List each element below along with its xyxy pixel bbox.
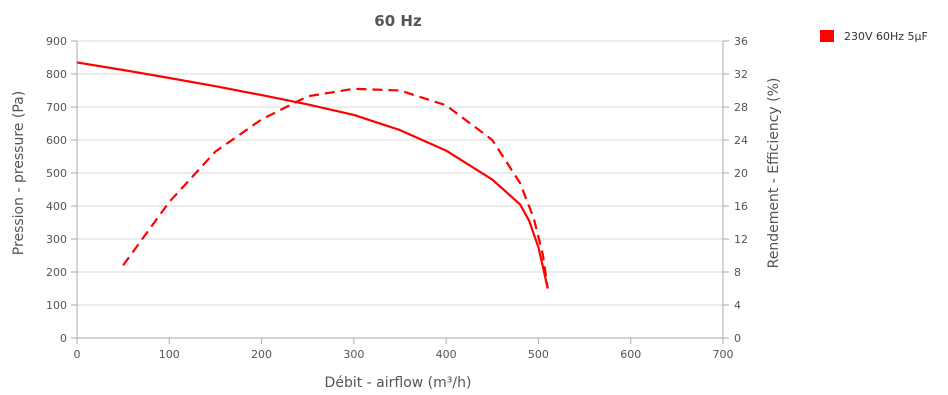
y2-tick-label: 12 [734, 233, 748, 246]
y2-tick-label: 24 [734, 134, 748, 147]
y-tick-label: 100 [46, 299, 67, 312]
x-tick-label: 700 [713, 348, 734, 361]
y-tick-label: 300 [46, 233, 67, 246]
legend-swatch [820, 30, 834, 42]
series-layer [76, 61, 549, 289]
y-tick-label: 600 [46, 134, 67, 147]
x-tick-label: 500 [528, 348, 549, 361]
x-tick-label: 0 [74, 348, 81, 361]
y2-tick-label: 36 [734, 35, 748, 48]
x-tick-label: 400 [436, 348, 457, 361]
x-tick-label: 600 [620, 348, 641, 361]
y2-tick-label: 20 [734, 167, 748, 180]
x-tick-label: 100 [159, 348, 180, 361]
y-axis-title: Pression - pressure (Pa) [11, 91, 27, 255]
legend-label: 230V 60Hz 5µF [844, 30, 928, 43]
y-tick-label: 800 [46, 68, 67, 81]
y2-tick-label: 16 [734, 200, 748, 213]
y-tick-label: 700 [46, 101, 67, 114]
y-tick-label: 400 [46, 200, 67, 213]
y2-tick-label: 4 [734, 299, 741, 312]
y2-tick-label: 0 [734, 332, 741, 345]
efficiency-curve [122, 87, 549, 289]
y-tick-label: 200 [46, 266, 67, 279]
y2-axis-title: Rendement - Efficiency (%) [766, 78, 782, 269]
x-tick-label: 300 [343, 348, 364, 361]
grid-lines [77, 40, 723, 306]
x-tick-label: 200 [251, 348, 272, 361]
x-axis-title: Débit - airflow (m³/h) [325, 375, 472, 391]
chart-title: 60 Hz [374, 12, 422, 30]
y-tick-label: 900 [46, 35, 67, 48]
y2-tick-label: 32 [734, 68, 748, 81]
pressure-curve [76, 61, 549, 289]
legend: 230V 60Hz 5µF [820, 30, 928, 43]
y2-tick-label: 28 [734, 101, 748, 114]
axes: 0 100 200 300 400 500 600 700 800 900 0 4 8 12 16 20 24 2… [46, 35, 748, 361]
y2-tick-label: 8 [734, 266, 741, 279]
y-tick-label: 500 [46, 167, 67, 180]
y-tick-label: 0 [60, 332, 67, 345]
